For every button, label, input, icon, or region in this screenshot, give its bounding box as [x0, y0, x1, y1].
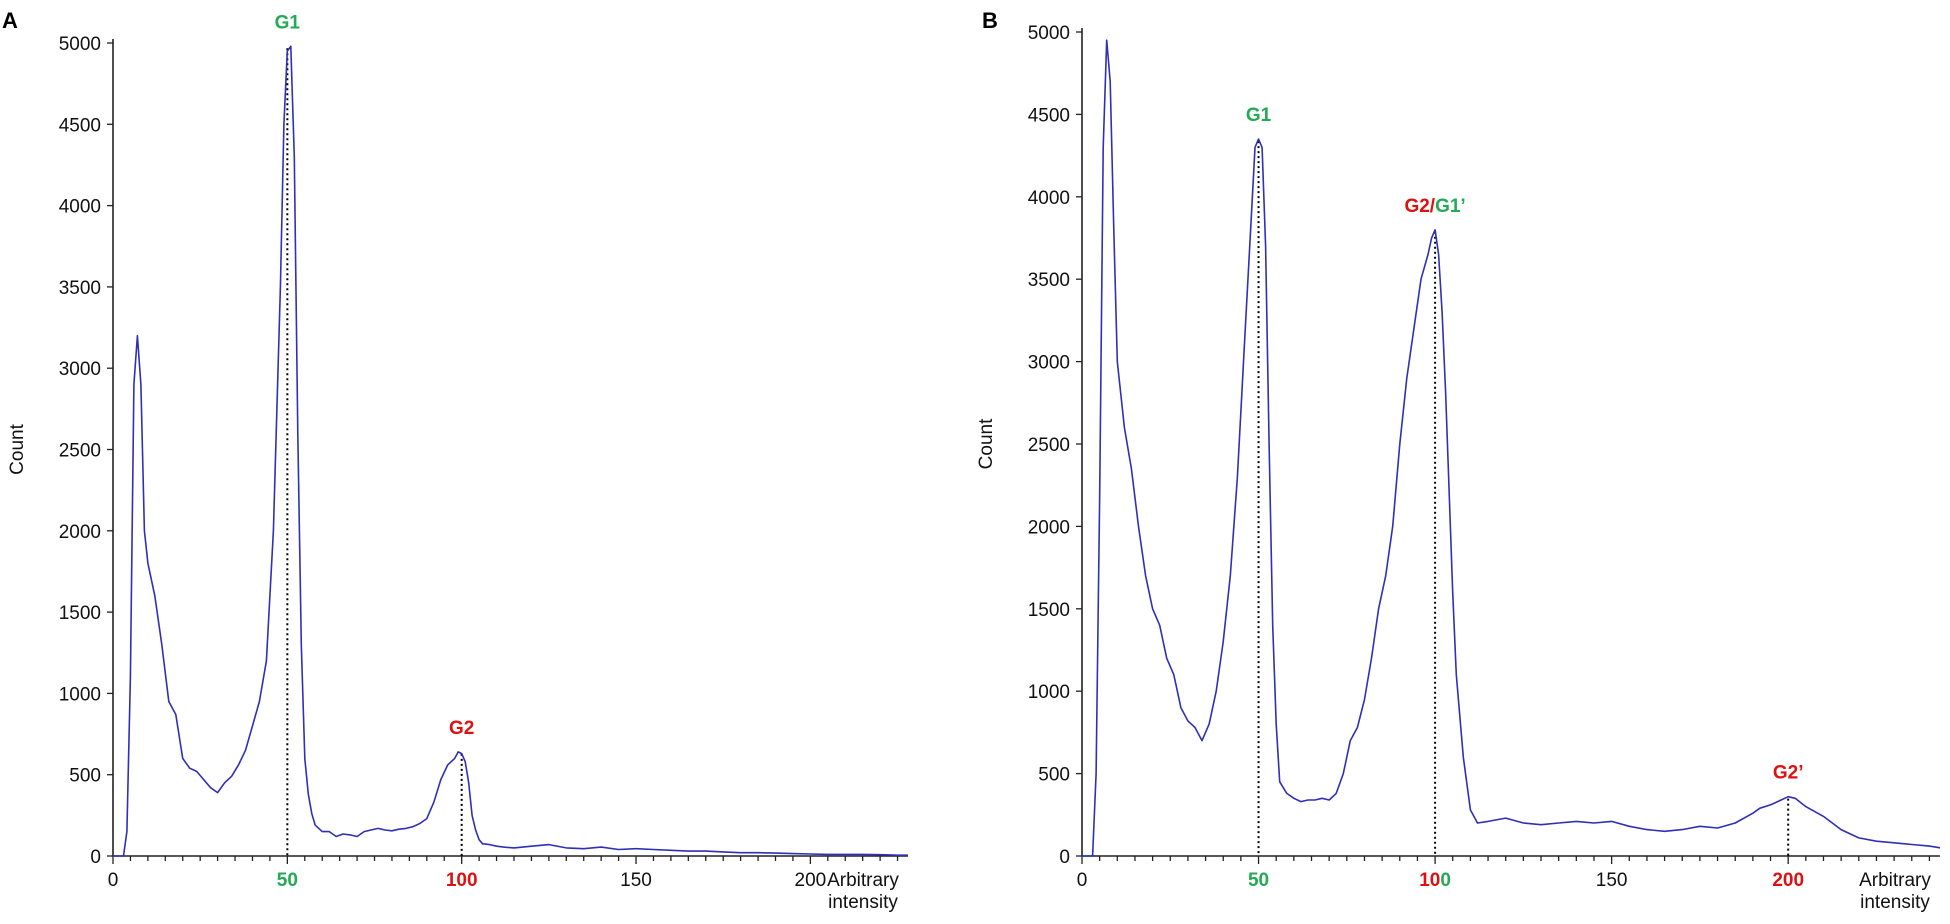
panel-a-x-axis-title-line: Arbitrary [827, 870, 899, 891]
panel-b-x-tick-label: 150 [1596, 870, 1628, 891]
panel-a-histogram-line [113, 45, 908, 857]
panel-b-y-tick-label: 0 [1059, 847, 1070, 868]
panel-a-x-tick-label: 50 [277, 870, 298, 891]
panel-a-y-tick-label: 1500 [59, 603, 101, 624]
panel-a-y-tick-label: 4500 [59, 115, 101, 136]
panel-a-x-tick-label: 150 [620, 870, 652, 891]
chart-panel-b: 0500100015002000250030003500400045005000… [976, 23, 1941, 913]
panel-b-letter: B [982, 8, 998, 33]
panel-a-y-tick-label: 4000 [59, 197, 101, 218]
panel-a-x-tick-label: 0 [108, 870, 119, 891]
panel-a-peak-label: G2 [449, 718, 474, 739]
panel-b-x-tick-label: 200 [1772, 870, 1804, 891]
panel-b-y-tick-label: 2000 [1028, 517, 1070, 538]
panel-b-y-tick-label: 1000 [1028, 682, 1070, 703]
panel-a-y-tick-label: 1000 [59, 684, 101, 705]
panel-a-y-tick-label: 3000 [59, 359, 101, 380]
panel-b-peak-label: G2’ [1773, 763, 1804, 784]
panel-b-peak-label: G2/G1’ [1404, 196, 1465, 217]
panel-a-peak-label: G1 [275, 12, 301, 33]
panel-b-y-tick-label: 4500 [1028, 105, 1070, 126]
panel-b-x-axis-title-line: intensity [1860, 892, 1930, 913]
panel-b-histogram-line [1082, 39, 1941, 857]
panel-a-y-tick-label: 5000 [59, 34, 101, 55]
panel-a-y-tick-label: 2000 [59, 522, 101, 543]
panel-a-x-tick-label: 100 [446, 870, 478, 891]
panel-b-x-tick-label: 100 [1419, 870, 1451, 891]
panel-b-x-axis-title-line: Arbitrary [1859, 870, 1931, 891]
panel-b-y-tick-label: 4000 [1028, 188, 1070, 209]
panel-b-y-tick-label: 500 [1038, 765, 1070, 786]
panel-b-y-tick-label: 1500 [1028, 600, 1070, 621]
panel-a-y-tick-label: 2500 [59, 441, 101, 462]
panel-b-x-tick-label: 50 [1248, 870, 1269, 891]
panel-b-x-tick-label: 0 [1077, 870, 1088, 891]
panel-a-x-tick-label: 200 [795, 870, 827, 891]
panel-a-y-tick-label: 500 [69, 766, 101, 787]
panel-b-y-axis-title: Count [976, 418, 997, 469]
panel-b-peak-label: G1 [1246, 105, 1272, 126]
panel-a-letter: A [2, 8, 18, 33]
chart-panel-a: 0500100015002000250030003500400045005000… [7, 12, 908, 913]
panel-a-y-tick-label: 0 [90, 847, 101, 868]
panel-b-y-tick-label: 3000 [1028, 353, 1070, 374]
panel-a-x-axis-title-line: intensity [828, 892, 898, 913]
panel-b-y-tick-label: 3500 [1028, 270, 1070, 291]
panel-b-y-tick-label: 5000 [1028, 23, 1070, 44]
panel-a-y-tick-label: 3500 [59, 278, 101, 299]
panel-b-y-tick-label: 2500 [1028, 435, 1070, 456]
panel-a-y-axis-title: Count [7, 423, 28, 474]
